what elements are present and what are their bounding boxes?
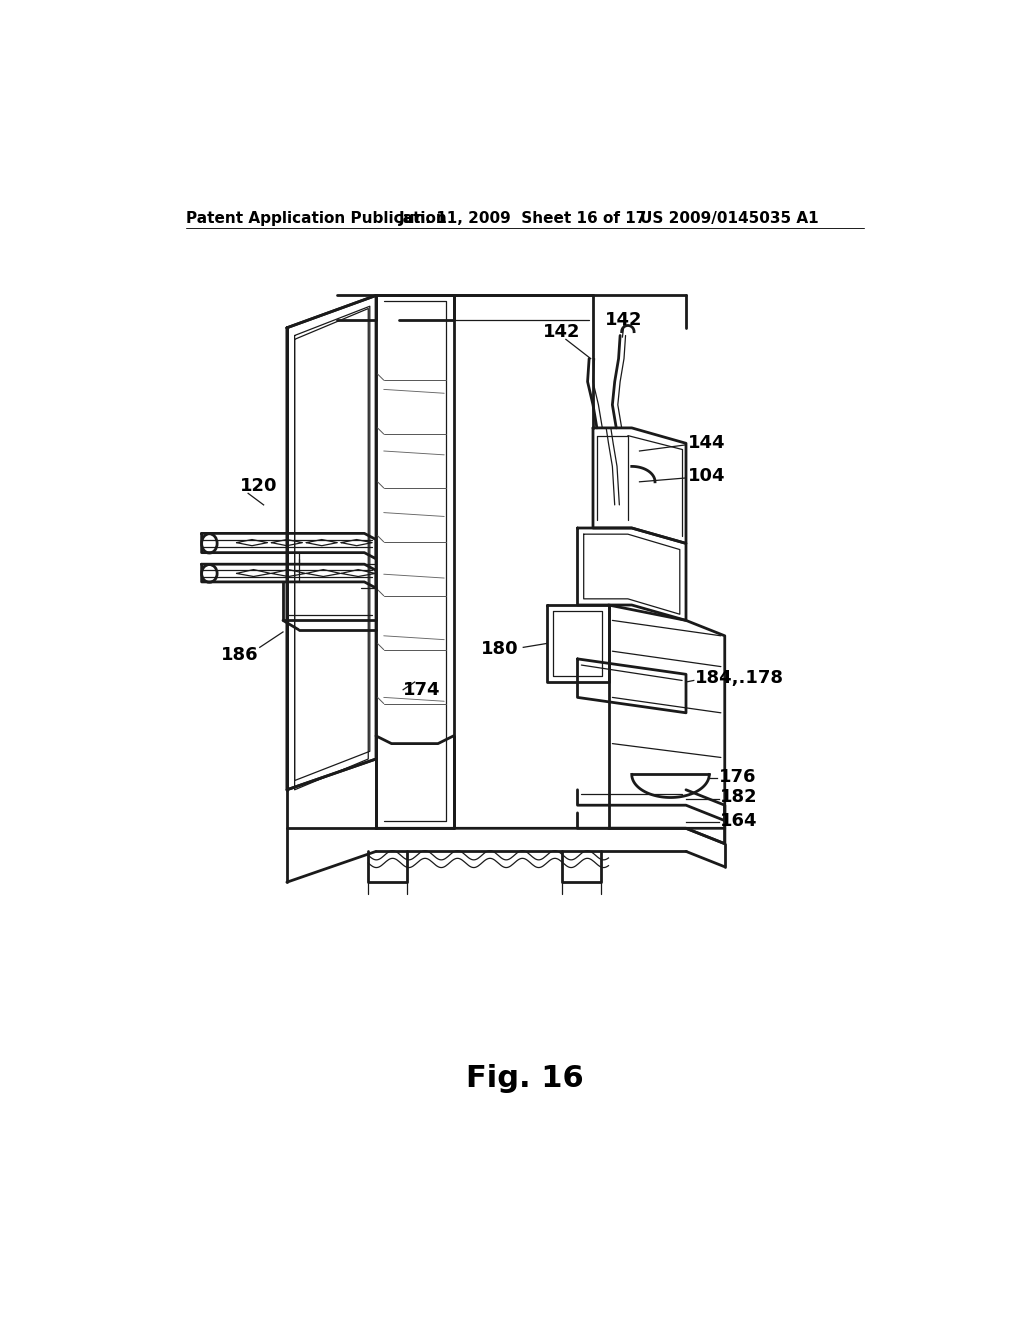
Text: 144: 144 (687, 434, 725, 453)
Text: 174: 174 (403, 681, 440, 698)
Text: Patent Application Publication: Patent Application Publication (186, 211, 446, 226)
Text: US 2009/0145035 A1: US 2009/0145035 A1 (640, 211, 818, 226)
Text: 184,.178: 184,.178 (695, 669, 784, 688)
Text: 180: 180 (480, 640, 518, 657)
Text: 186: 186 (221, 645, 259, 664)
Text: 176: 176 (719, 768, 756, 785)
Text: 182: 182 (720, 788, 758, 807)
Text: 120: 120 (241, 477, 278, 495)
Text: Jun. 11, 2009  Sheet 16 of 17: Jun. 11, 2009 Sheet 16 of 17 (399, 211, 647, 226)
Text: 164: 164 (720, 812, 758, 829)
Text: 142: 142 (543, 322, 581, 341)
Text: 104: 104 (687, 467, 725, 484)
Text: Fig. 16: Fig. 16 (466, 1064, 584, 1093)
Text: 142: 142 (604, 312, 642, 329)
